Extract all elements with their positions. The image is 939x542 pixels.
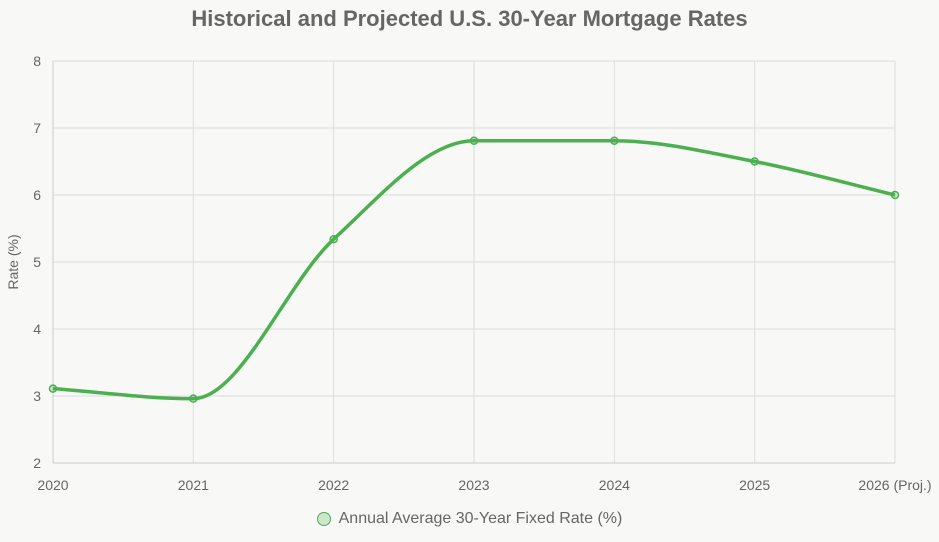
x-tick-label: 2020 xyxy=(37,477,68,493)
x-tick-label: 2025 xyxy=(739,477,770,493)
y-tick-label: 7 xyxy=(33,120,41,136)
y-tick-label: 5 xyxy=(33,254,41,270)
data-point xyxy=(469,136,479,145)
y-axis-title: Rate (%) xyxy=(5,234,21,289)
legend[interactable]: Annual Average 30-Year Fixed Rate (%) xyxy=(0,510,939,528)
x-tick-label: 2022 xyxy=(318,477,349,493)
y-tick-label: 4 xyxy=(33,321,41,337)
legend-swatch xyxy=(316,512,331,526)
data-point xyxy=(750,157,759,166)
y-tick-label: 3 xyxy=(33,388,41,404)
y-tick-label: 2 xyxy=(33,455,41,471)
y-tick-label: 8 xyxy=(33,53,41,69)
data-point xyxy=(189,394,198,403)
series-line xyxy=(52,138,896,401)
y-tick-label: 6 xyxy=(33,187,41,203)
x-tick-label: 2023 xyxy=(458,477,489,493)
x-tick-label: 2021 xyxy=(178,477,209,493)
data-point xyxy=(890,190,900,200)
x-tick-label: 2026 (Proj.) xyxy=(858,477,931,493)
data-point xyxy=(610,136,619,145)
chart-title: Historical and Projected U.S. 30-Year Mo… xyxy=(191,6,748,31)
legend-label: Annual Average 30-Year Fixed Rate (%) xyxy=(338,510,623,527)
x-tick-label: 2024 xyxy=(599,477,630,493)
data-point xyxy=(48,384,58,393)
data-point xyxy=(329,234,338,244)
